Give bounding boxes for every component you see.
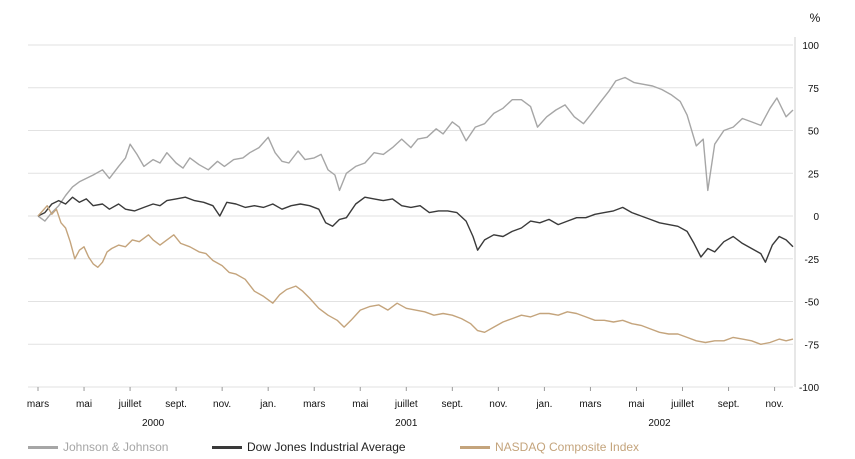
legend-label-dow: Dow Jones Industrial Average [247, 440, 406, 454]
x-tick-label: jan. [535, 399, 552, 410]
x-tick-label: sept. [165, 399, 187, 410]
x-tick-label: mars [27, 399, 49, 410]
legend-item-nasdaq: NASDAQ Composite Index [460, 440, 639, 454]
series-line-0 [37, 76, 794, 222]
y-tick-label: -25 [805, 255, 820, 266]
line-chart: 100 75 50 25 0 -25 -50 -75 -100 mars mai juillet sep… [27, 11, 821, 429]
legend-swatch-dow [212, 445, 242, 449]
x-tick-label: juillet [118, 399, 142, 410]
x-tick-label: mai [352, 399, 368, 410]
y-unit-label: % [810, 11, 821, 25]
x-tick-label: nov. [213, 399, 231, 410]
legend-item-jnj: Johnson & Johnson [28, 440, 168, 454]
x-tick-label: sept. [441, 399, 463, 410]
x-tick-label: mars [579, 399, 601, 410]
series-line-1 [37, 196, 794, 263]
x-year-label: 2001 [395, 418, 418, 429]
x-tick-label: juillet [670, 399, 694, 410]
x-tick-label: mai [76, 399, 92, 410]
x-year-label: 2000 [142, 418, 165, 429]
series-layer [37, 76, 794, 345]
legend-label-nasdaq: NASDAQ Composite Index [495, 440, 640, 454]
legend-swatch-nasdaq [460, 445, 490, 449]
x-tick-label: juillet [394, 399, 418, 410]
x-year-label: 2002 [648, 418, 671, 429]
x-tick-label: mars [303, 399, 325, 410]
legend-label-jnj: Johnson & Johnson [63, 440, 169, 454]
x-tick-label: sept. [718, 399, 740, 410]
legend-swatch-jnj [28, 445, 58, 449]
series-line-2 [37, 205, 794, 345]
legend: Johnson & Johnson Dow Jones Industrial A… [0, 440, 855, 458]
x-tick-label: nov. [489, 399, 507, 410]
grid-lines [28, 44, 793, 388]
y-tick-label: 100 [802, 41, 819, 52]
y-tick-label: -75 [805, 340, 820, 351]
y-tick-label: 0 [813, 212, 819, 223]
axes: 100 75 50 25 0 -25 -50 -75 -100 mars mai juillet sep… [27, 37, 820, 429]
x-tick-label: jan. [259, 399, 276, 410]
y-tick-label: -50 [805, 298, 820, 309]
y-tick-label: -100 [799, 383, 819, 394]
y-tick-label: 50 [808, 127, 820, 138]
y-tick-label: 75 [808, 84, 820, 95]
y-tick-label: 25 [808, 169, 820, 180]
x-tick-label: nov. [765, 399, 783, 410]
x-tick-label: mai [628, 399, 644, 410]
legend-item-dow: Dow Jones Industrial Average [212, 440, 406, 454]
